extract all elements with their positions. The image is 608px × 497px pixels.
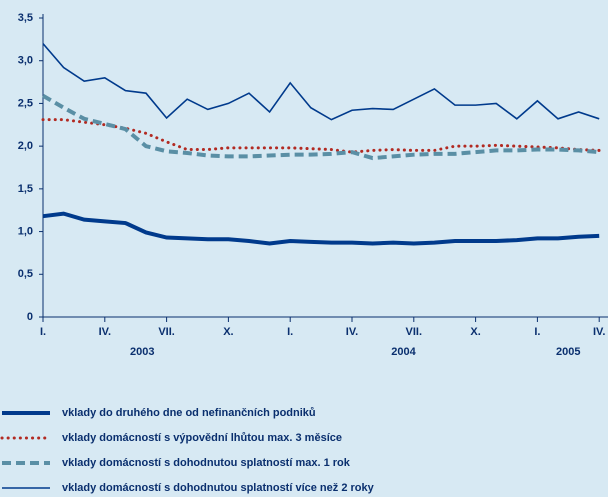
y-tick-label: 2,0 bbox=[18, 140, 33, 152]
y-tick-label: 0 bbox=[27, 311, 33, 323]
legend-label: vklady domácností s výpovědní lhůtou max… bbox=[62, 432, 342, 444]
x-tick-label: IV. bbox=[99, 326, 111, 338]
x-group-label: 2005 bbox=[556, 346, 580, 358]
x-tick-label: X. bbox=[470, 326, 480, 338]
x-group-label: 2003 bbox=[130, 346, 154, 358]
x-tick-label: IV. bbox=[346, 326, 358, 338]
series-line bbox=[42, 211, 600, 246]
x-tick-label: VII. bbox=[406, 326, 423, 338]
x-tick-label: IV. bbox=[593, 326, 605, 338]
x-tick-label: I. bbox=[534, 326, 540, 338]
y-tick-label: 3,0 bbox=[18, 55, 33, 67]
y-tick-label: 1,0 bbox=[18, 225, 33, 237]
y-tick-label: 1,5 bbox=[18, 183, 33, 195]
y-tick-label: 0,5 bbox=[18, 268, 33, 280]
x-tick-label: X. bbox=[223, 326, 233, 338]
y-tick-label: 3,5 bbox=[18, 12, 33, 24]
y-tick-label: 2,5 bbox=[18, 97, 33, 109]
legend-label: vklady domácností s dohodnutou splatnost… bbox=[62, 457, 351, 469]
x-tick-label: I. bbox=[287, 326, 293, 338]
series-line bbox=[41, 94, 600, 161]
x-tick-label: I. bbox=[40, 326, 46, 338]
series-line bbox=[42, 43, 600, 121]
series-line bbox=[41, 118, 601, 154]
legend-label: vklady domácností s dohodnutou splatnost… bbox=[62, 482, 375, 494]
legend-label: vklady do druhého dne od nefinančních po… bbox=[62, 407, 316, 419]
x-group-label: 2004 bbox=[391, 346, 416, 358]
x-tick-label: VII. bbox=[158, 326, 175, 338]
